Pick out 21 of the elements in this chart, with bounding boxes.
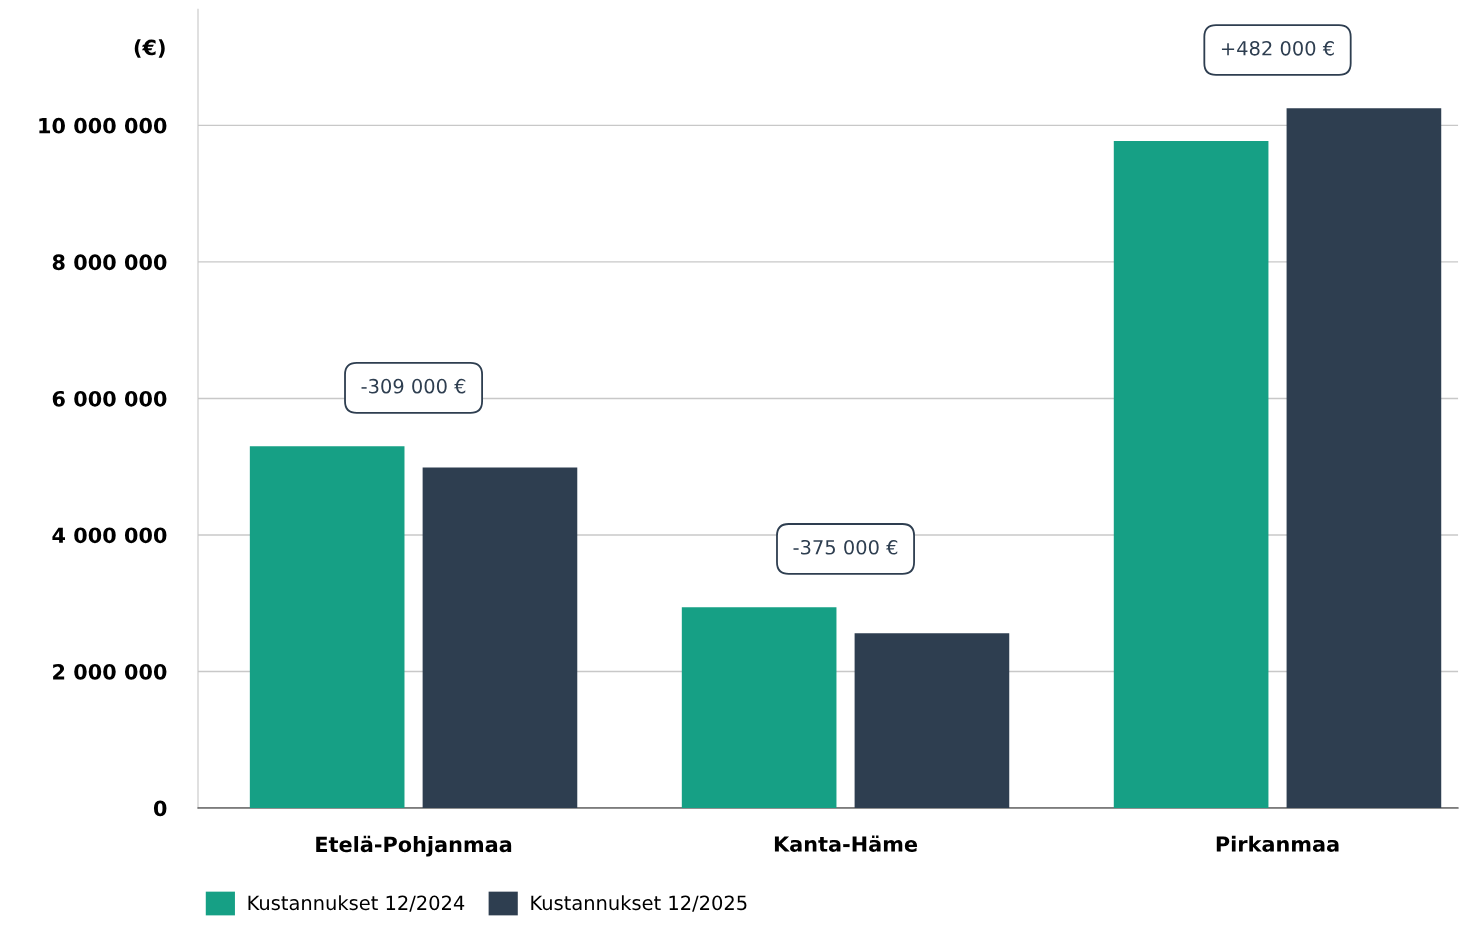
y-tick-label: 8 000 000 bbox=[52, 254, 167, 271]
bar bbox=[854, 633, 1010, 808]
x-tick-label: Kanta-Häme bbox=[774, 835, 918, 852]
y-axis-title: (€) bbox=[134, 39, 165, 58]
x-tick-label: Pirkanmaa bbox=[1216, 835, 1339, 852]
y-tick-label: 4 000 000 bbox=[52, 527, 167, 544]
annotation: -309 000 € bbox=[361, 378, 466, 394]
legend-label: Kustannukset 12/2025 bbox=[531, 895, 747, 912]
y-tick-label: 10 000 000 bbox=[39, 117, 167, 134]
annotation: -375 000 € bbox=[793, 539, 898, 555]
annotation: +482 000 € bbox=[1221, 40, 1334, 56]
bar bbox=[681, 607, 837, 808]
x-tick-label: Etelä-Pohjanmaa bbox=[316, 835, 512, 857]
bar bbox=[1286, 108, 1442, 808]
y-tick-label: 6 000 000 bbox=[52, 390, 167, 407]
y-tick-label: 0 bbox=[153, 800, 167, 817]
bar bbox=[1113, 141, 1269, 808]
bar bbox=[422, 467, 578, 808]
y-tick-label: 2 000 000 bbox=[53, 663, 167, 680]
legend-label: Kustannukset 12/2024 bbox=[248, 895, 465, 912]
bar bbox=[249, 446, 405, 808]
